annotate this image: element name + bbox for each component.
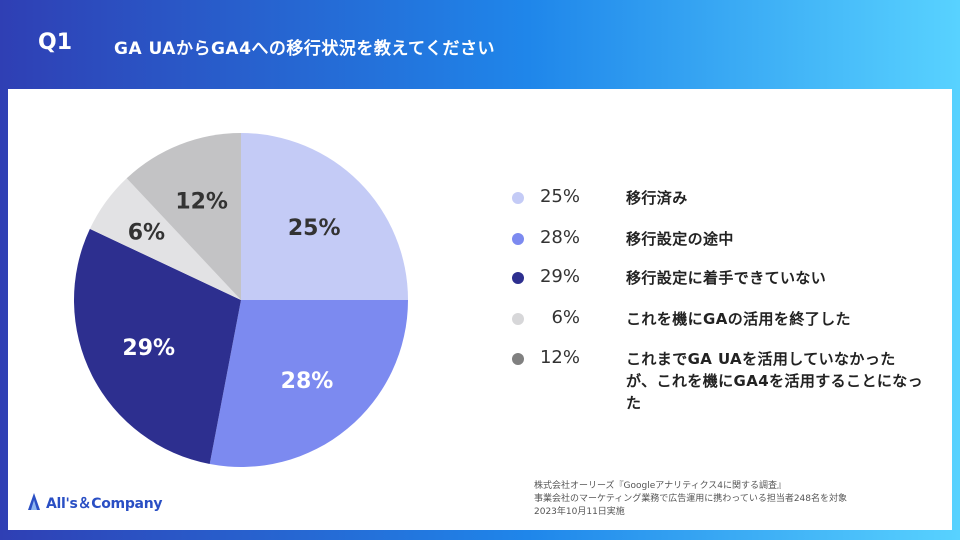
legend-label: 移行設定に着手できていない bbox=[626, 269, 827, 287]
legend-percentage: 6% bbox=[551, 307, 580, 328]
pie-slice bbox=[126, 133, 241, 300]
pie-slice bbox=[73, 228, 241, 465]
slice-label: 12% bbox=[175, 190, 228, 215]
source-title: 株式会社オーリーズ『Googleアナリティクス4に関する調査』 bbox=[534, 481, 787, 491]
legend-marker bbox=[512, 233, 524, 245]
source-target: 事業会社のマーケティング業務で広告運用に携わっている担当者248名を対象 bbox=[534, 494, 848, 504]
question-number: Q1 bbox=[38, 30, 73, 55]
page-title: GA UAからGA4への移行状況を教えてください bbox=[114, 39, 496, 59]
legend-marker bbox=[512, 272, 524, 284]
slice-label: 29% bbox=[122, 336, 175, 361]
pie-slice bbox=[209, 300, 408, 467]
legend-percentage: 28% bbox=[539, 227, 580, 248]
slice-label: 28% bbox=[281, 369, 334, 394]
legend-marker bbox=[512, 313, 524, 325]
legend-label: 移行済み bbox=[626, 189, 688, 207]
legend-percentage: 12% bbox=[539, 347, 580, 368]
logo-text: All's＆Company bbox=[46, 496, 163, 512]
allsandcompany-logo-icon bbox=[28, 493, 40, 510]
legend-label: これを機にGAの活用を終了した bbox=[626, 310, 851, 328]
source-date: 2023年10月11日実施 bbox=[534, 507, 625, 517]
slice-label: 6% bbox=[128, 220, 165, 245]
legend-label: 移行設定の途中 bbox=[626, 230, 734, 248]
legend-percentage: 25% bbox=[539, 186, 580, 207]
legend-label: これまでGA UAを活用していなかったが、これを機にGA4を活用することになった bbox=[626, 350, 924, 412]
legend-marker bbox=[512, 192, 524, 204]
slice-label: 25% bbox=[288, 216, 341, 241]
pie-slice bbox=[241, 133, 408, 300]
pie-slice bbox=[89, 178, 241, 300]
source-note: 株式会社オーリーズ『Googleアナリティクス4に関する調査』 事業会社のマーケ… bbox=[534, 480, 847, 519]
legend-marker bbox=[512, 353, 524, 365]
legend-percentage: 29% bbox=[539, 266, 580, 287]
